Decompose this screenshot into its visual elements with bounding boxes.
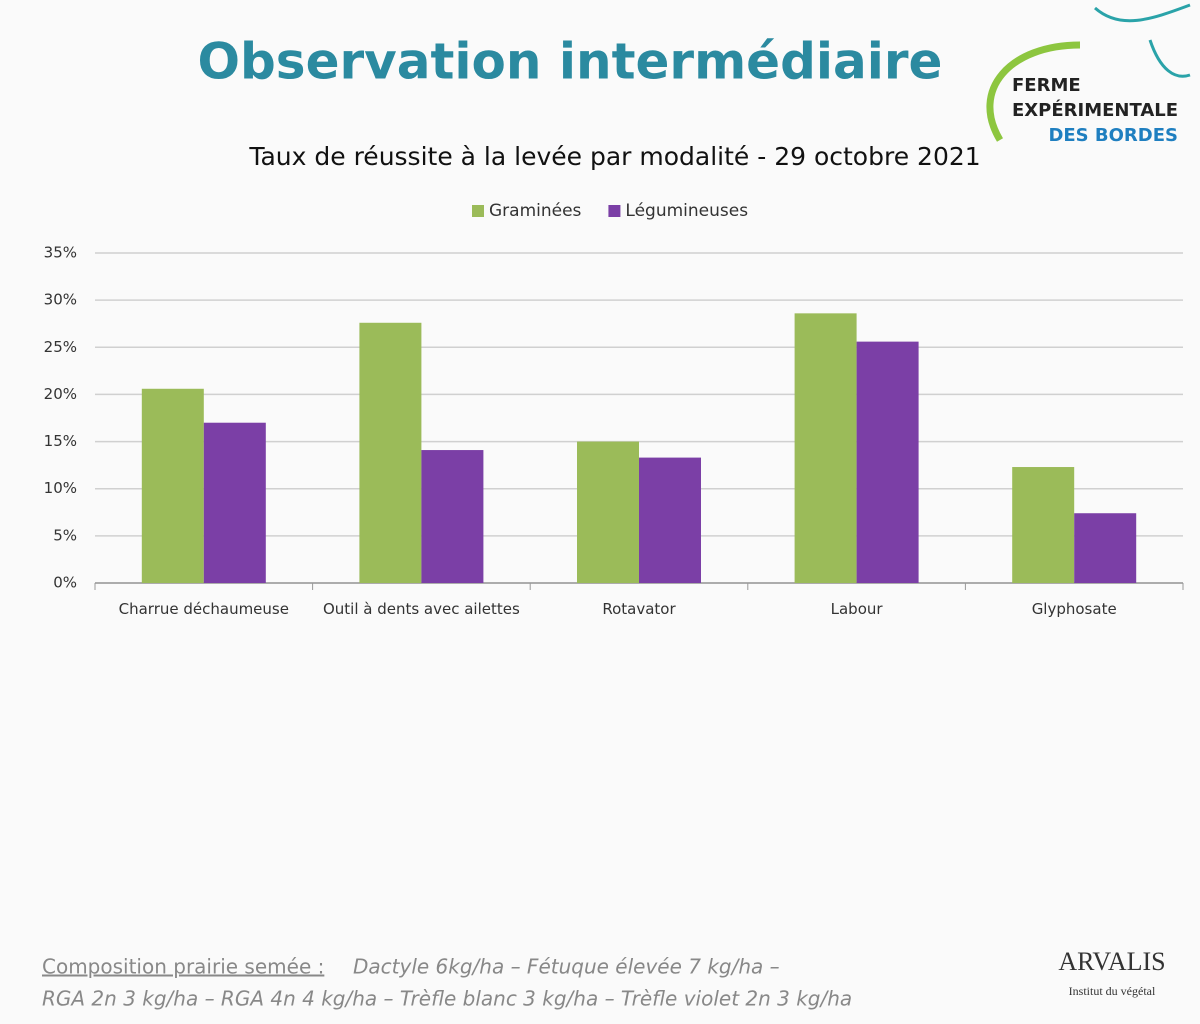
- logo: FERME EXPÉRIMENTALE DES BORDES: [986, 3, 1191, 146]
- logo-text: DES BORDES: [1048, 125, 1178, 146]
- bar: [421, 450, 484, 583]
- footnote-line: Dactyle 6kg/ha – Fétuque élevée 7 kg/ha …: [353, 955, 780, 979]
- footnote-line: RGA 2n 3 kg/ha – RGA 4n 4 kg/ha – Trèfle…: [42, 987, 852, 1011]
- bar: [639, 457, 701, 583]
- x-tick-label-box: Glyphosate: [1031, 600, 1117, 618]
- legend-swatch: [472, 205, 484, 217]
- brand-name: ARVALIS: [1058, 947, 1165, 976]
- legend: Graminées Légumineuses: [472, 201, 748, 221]
- x-tick-label: Outil à dents avec ailettes: [322, 600, 520, 618]
- footnote-lead: Composition prairie semée :: [42, 955, 324, 979]
- y-tick-label: 20%: [44, 385, 77, 403]
- logo-text: EXPÉRIMENTALE: [1012, 99, 1178, 121]
- y-tick-label: 25%: [44, 338, 77, 356]
- x-tick-label: Rotavator: [602, 600, 676, 618]
- chart-title: Taux de réussite à la levée par modalité…: [248, 142, 980, 171]
- bar: [141, 388, 204, 583]
- slide-title: Observation intermédiaire: [198, 33, 943, 91]
- plot: 0% 5% 10% 15% 20% 25% 30% 35% Charrue déchaumeus…: [44, 244, 1184, 618]
- x-tick-label-box: Labour: [830, 600, 883, 618]
- x-tick-label: Glyphosate: [1031, 600, 1117, 618]
- logo-shape: [1094, 3, 1191, 78]
- legend-swatch: [608, 205, 621, 217]
- y-tick-label: 0%: [53, 574, 77, 592]
- x-tick-label: Labour: [830, 600, 883, 618]
- x-tick-label-box: Rotavator: [602, 600, 676, 618]
- x-tick-label: Charrue déchaumeuse: [118, 600, 289, 618]
- logo-arc: [986, 41, 1081, 142]
- y-tick-label: 30%: [44, 291, 77, 309]
- legend-label: Graminées: [489, 201, 582, 221]
- brand-tagline: Institut du végétal: [1069, 984, 1156, 998]
- logo-text: FERME: [1012, 75, 1081, 96]
- legend-label: Légumineuses: [625, 201, 748, 221]
- bar: [203, 422, 266, 583]
- bar: [794, 313, 857, 583]
- bar: [577, 441, 639, 583]
- y-tick-label: 5%: [53, 526, 77, 544]
- bar: [1074, 513, 1137, 583]
- x-tick-label-box: Outil à dents avec ailettes: [322, 600, 520, 618]
- bar: [359, 322, 422, 583]
- y-tick-label: 35%: [44, 244, 77, 262]
- y-tick-label: 10%: [44, 479, 77, 497]
- y-tick-label: 15%: [44, 432, 77, 450]
- bar: [1012, 467, 1075, 583]
- x-tick-label-box: Charrue déchaumeuse: [118, 600, 289, 618]
- bar: [856, 341, 919, 583]
